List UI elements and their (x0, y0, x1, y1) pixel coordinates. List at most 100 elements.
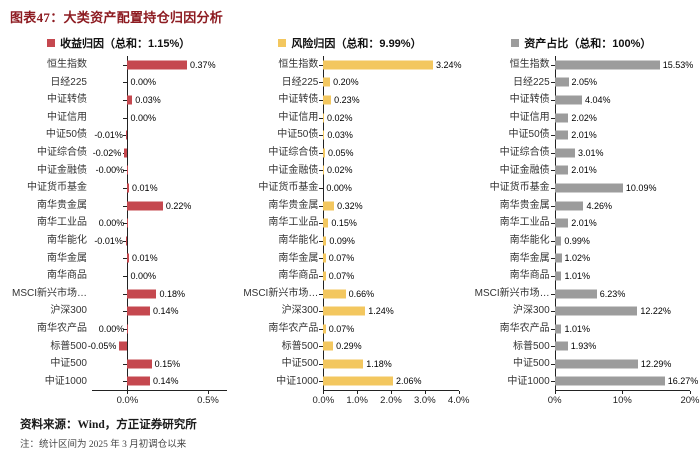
plot-area: 15.53% 2.05% 4.04% 2.02% 2.01% 3.01% 2.01% 10.0… (550, 56, 698, 392)
legend-risk: 风险归因（总和：9.99%） (241, 33, 458, 53)
chart-row: 6.23% (550, 285, 690, 303)
legend-swatch-gray (511, 39, 520, 47)
category-label: 标普500 (50, 340, 87, 352)
bar (554, 165, 569, 175)
bar (127, 253, 130, 263)
category-label: 中证综合债 (37, 146, 87, 158)
y-tick-mark (550, 381, 555, 383)
category-label: 中证转债 (278, 94, 319, 106)
bar (125, 130, 128, 140)
bar (119, 341, 128, 351)
bar (323, 95, 332, 105)
y-tick-mark (550, 258, 555, 260)
value-label: 4.04% (584, 94, 611, 105)
y-tick-mark (319, 117, 324, 119)
chart-row: 0.18% (92, 285, 227, 303)
chart-row: 2.02% (550, 109, 690, 127)
y-tick-mark (550, 82, 555, 84)
value-label: 0.02% (327, 112, 353, 123)
value-label: 12.29% (640, 358, 672, 369)
y-tick-mark (319, 64, 324, 66)
category-label: 恒生指数 (509, 59, 550, 70)
y-tick-mark (123, 328, 128, 330)
value-label: 0.07% (328, 270, 355, 281)
chart-row: 1.24% (319, 302, 458, 320)
value-label: 2.01% (571, 218, 597, 229)
category-label: 日经225 (281, 76, 319, 88)
legend-label: 收益归因（总和：1.15%） (60, 38, 191, 50)
y-tick-mark (123, 223, 128, 225)
y-tick-mark (123, 170, 128, 172)
bar (554, 201, 584, 211)
value-label: 0.00% (98, 218, 125, 229)
y-tick-mark (319, 293, 324, 295)
value-label: 0.07% (328, 253, 355, 264)
x-tick-mark (357, 391, 359, 395)
value-label: 4.26% (586, 200, 612, 211)
category-label: 中证信用 (278, 111, 319, 123)
bar (127, 306, 150, 316)
chart-row: 0.99% (550, 232, 690, 250)
y-tick-mark (550, 135, 555, 137)
chart-row: 12.29% (550, 355, 690, 373)
y-tick-mark (319, 240, 324, 242)
y-axis-line (127, 56, 129, 391)
y-tick-mark (550, 275, 555, 277)
chart-row: 0.03% (92, 91, 227, 109)
chart-row: 1.93% (550, 338, 690, 356)
y-tick-mark (123, 275, 128, 277)
source-line: 资料来源：Wind，方正证券研究所 (20, 419, 197, 432)
category-label: 中证1000 (276, 375, 319, 387)
bar (323, 306, 366, 316)
value-label: 1.01% (564, 270, 591, 281)
y-tick-mark (319, 363, 324, 365)
category-label: 标普500 (281, 340, 319, 352)
legend-swatch-red (47, 39, 56, 47)
chart-row: 0.32% (319, 197, 458, 215)
chart-row: 4.04% (550, 91, 690, 109)
chart-row: 0.00% (319, 179, 458, 197)
y-tick-mark (319, 205, 324, 207)
value-label: 3.01% (578, 147, 604, 158)
bar (323, 271, 326, 281)
category-label: MSCI新兴市场… (474, 287, 550, 299)
category-label: 中证信用 (47, 111, 87, 123)
bar (554, 148, 576, 158)
bar (127, 289, 157, 299)
chart-row: 0.00% (92, 214, 227, 232)
value-label: 2.01% (571, 165, 597, 176)
category-label: 恒生指数 (278, 59, 319, 70)
category-label: 中证转债 (509, 94, 550, 106)
value-label: 2.01% (571, 130, 597, 141)
value-label: 12.22% (640, 306, 671, 317)
category-label: 中证金融债 (37, 164, 87, 176)
category-label: 南华农产品 (37, 322, 87, 334)
value-label: 1.18% (366, 358, 392, 369)
chart-row: 0.29% (319, 338, 458, 356)
value-label: 0.37% (190, 59, 216, 70)
category-label: 南华能化 (509, 234, 550, 246)
chart-row: 0.22% (92, 197, 227, 215)
y-tick-mark (123, 82, 128, 84)
x-tick-mark (127, 391, 129, 395)
y-tick-mark (319, 152, 324, 154)
y-axis-labels: 恒生指数 日经225 中证转债 中证信用 中证50债 中证综合债 中证金融债 中证货币基金 南华… (10, 56, 92, 391)
chart-row: -0.02% (92, 144, 227, 162)
category-label: 中证转债 (47, 94, 87, 106)
chart-row: 4.26% (550, 197, 690, 215)
chart-row: 0.00% (92, 320, 227, 338)
y-tick-mark (550, 346, 555, 348)
chart-row: 0.00% (92, 267, 227, 285)
x-tick-mark (323, 391, 325, 395)
chart-row: 0.23% (319, 91, 458, 109)
note-line: 注：统计区间为 2025 年 3 月初调仓以来 (20, 440, 187, 451)
category-label: 南华贵金属 (499, 199, 550, 211)
category-label: 中证500 (281, 358, 319, 370)
category-label: 标普500 (512, 340, 550, 352)
chart-row: 16.27% (550, 373, 698, 391)
bar (554, 113, 569, 123)
value-label: 0.00% (130, 270, 156, 281)
bar (554, 341, 568, 351)
x-tick-label: 0% (547, 395, 562, 407)
chart-row: 0.15% (92, 355, 227, 373)
